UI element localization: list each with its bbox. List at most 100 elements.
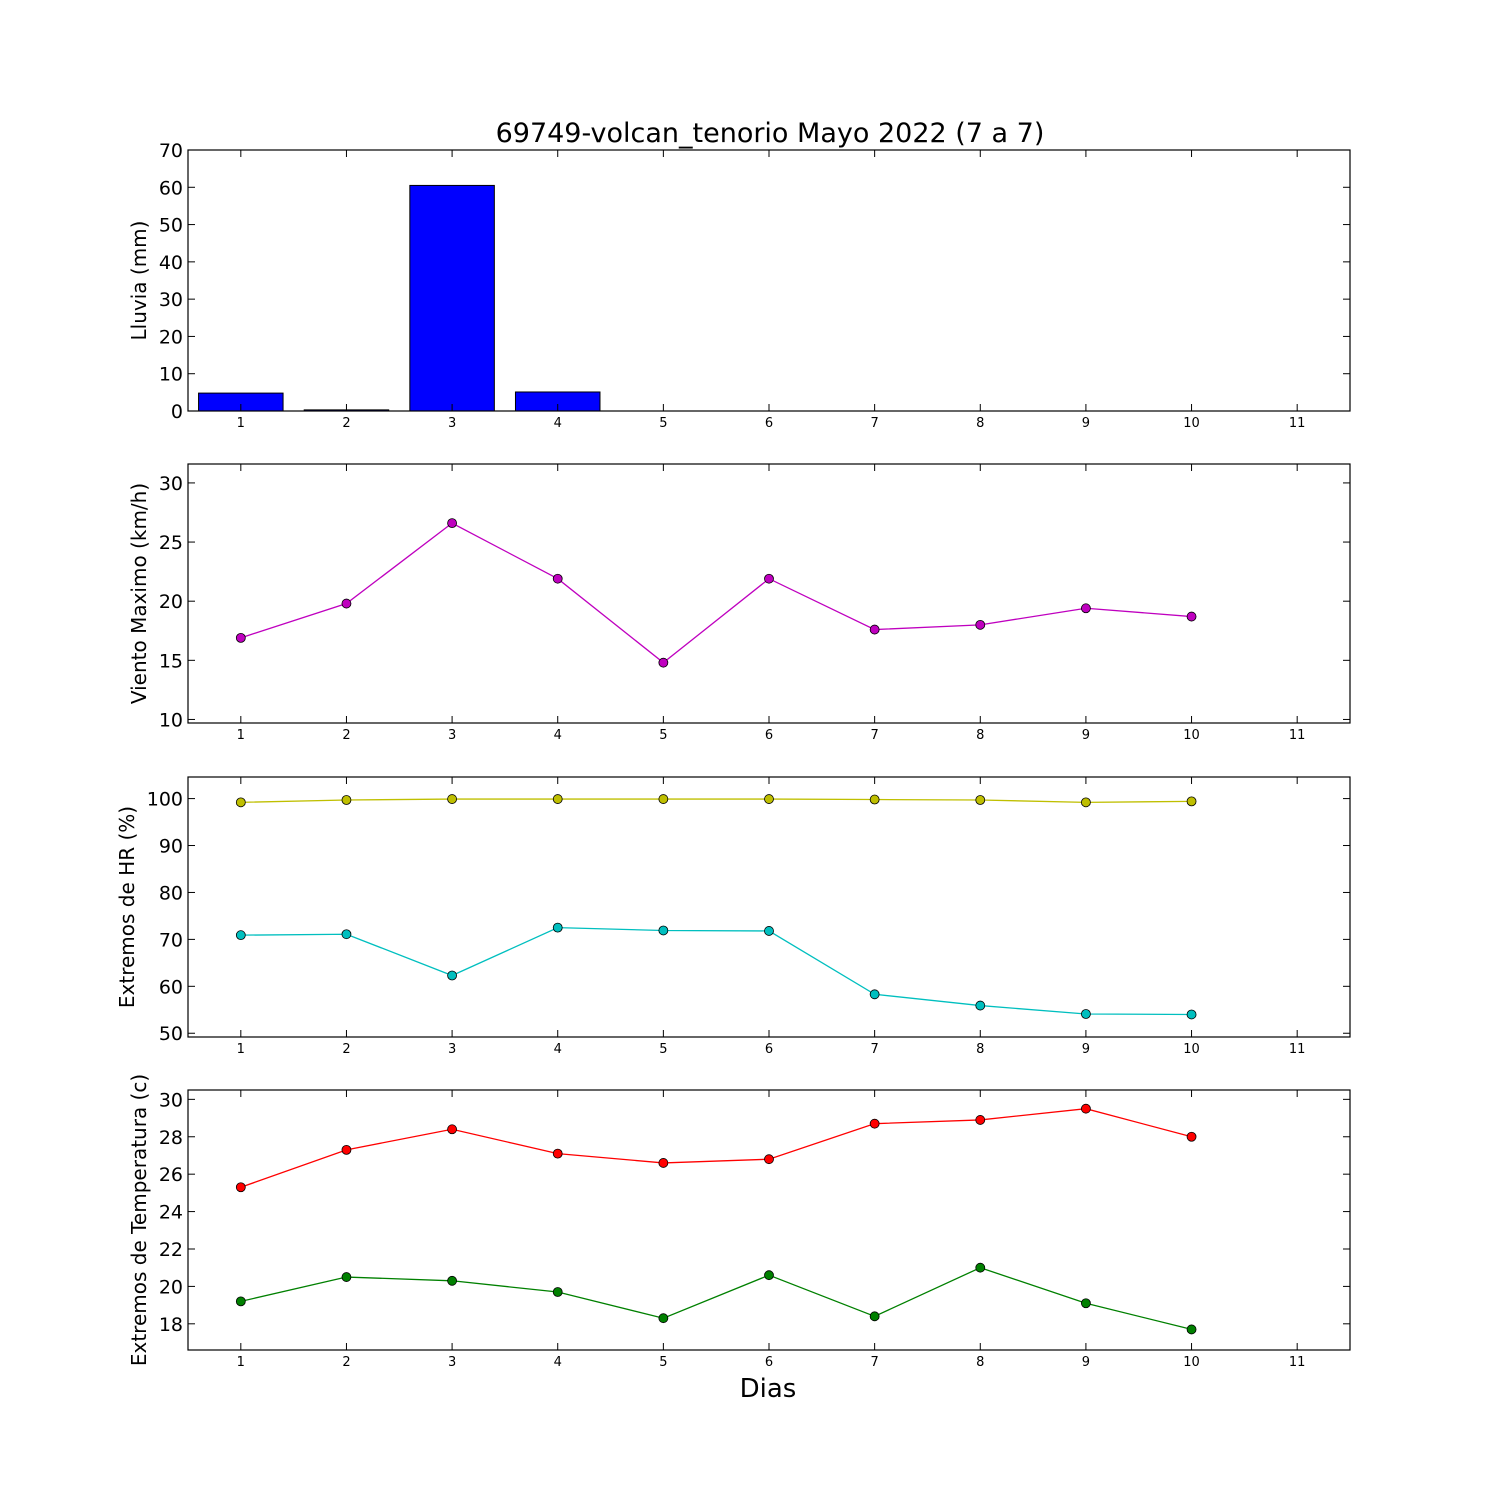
x-tick-label: 10 [1183,728,1200,743]
y-tick-label: 70 [159,929,183,951]
data-point-2-1 [235,1296,246,1307]
data-point-2-6 [764,1270,774,1281]
series-line-2 [240,1267,1192,1331]
y-tick-label: 20 [159,326,183,348]
data-point-1-8 [975,1115,986,1125]
y-tick-label: 0 [171,401,183,423]
y-tick-label: 90 [159,836,183,858]
data-point-1-9 [1081,797,1091,808]
x-tick-label: 9 [1082,1355,1090,1370]
y-tick-label: 20 [159,1276,183,1298]
y-axis-label: Extremos de Temperatura (c) [127,1074,151,1366]
data-point-1-10 [1186,796,1197,807]
y-tick-label: 20 [159,591,183,613]
x-tick-label: 4 [554,728,562,743]
y-tick-label: 30 [159,473,183,495]
data-point-2-8 [975,1262,986,1273]
x-tick-label: 5 [659,416,667,431]
x-tick-label: 3 [448,1042,456,1057]
y-tick-label: 50 [159,1023,183,1045]
series-line-1 [240,1108,1192,1188]
data-point-1-6 [764,1154,774,1165]
x-tick-label: 4 [554,1042,562,1057]
panel-4: 18 20 22 24 26 28 30 1 2 3 4 5 6 7 8 9 10 11 Extremos de T… [127,1074,1351,1370]
data-point-1-3 [447,1124,457,1135]
y-tick-label: 10 [159,364,183,386]
series-line-2 [240,926,1192,1016]
x-tick-label: 9 [1082,728,1090,743]
x-tick-label: 11 [1289,728,1306,743]
data-point-1-6 [764,794,774,804]
data-point-2-10 [1186,1009,1197,1020]
x-tick-label: 11 [1289,1042,1306,1057]
data-point-1-7 [869,794,880,805]
data-point-1-10 [1186,611,1197,622]
data-point-1-5 [658,1158,669,1168]
data-point-1-7 [869,624,880,635]
x-tick-label: 7 [870,1355,878,1370]
x-tick-label: 11 [1289,416,1306,431]
data-point-2-9 [1081,1009,1091,1019]
x-tick-label: 2 [342,1355,350,1370]
data-point-2-2 [341,929,352,940]
x-tick-label: 2 [342,1042,350,1057]
data-point-2-5 [658,1313,669,1324]
data-point-1-9 [1081,1103,1091,1114]
data-point-2-6 [764,926,774,936]
panel-3: 50 60 70 80 90 100 1 2 3 4 5 6 7 8 9 10 11 Extremos de HR… [115,776,1351,1057]
data-point-1-3 [447,518,457,529]
data-point-1-10 [1186,1131,1197,1142]
data-point-1-7 [869,1118,880,1129]
x-tick-label: 1 [237,416,245,431]
y-tick-label: 25 [159,532,183,554]
data-point-1-4 [552,573,563,584]
x-tick-label: 1 [237,1042,245,1057]
data-point-1-1 [235,1182,246,1193]
data-point-1-4 [552,1148,563,1159]
series-line-1 [240,522,1192,664]
x-tick-label: 7 [870,1042,878,1057]
x-tick-label: 5 [659,1042,667,1057]
y-tick-label: 30 [159,1089,183,1111]
data-point-1-6 [764,573,774,584]
y-tick-label: 30 [159,289,183,311]
data-point-2-3 [447,1275,457,1286]
x-tick-label: 8 [976,728,984,743]
x-axis-label: Dias [740,1374,797,1404]
data-point-1-4 [552,794,563,804]
x-tick-label: 2 [342,416,350,431]
x-tick-label: 8 [976,1042,984,1057]
y-tick-label: 22 [159,1239,183,1261]
data-point-1-5 [658,794,669,804]
data-point-1-3 [447,794,457,804]
series-line-1 [240,798,1192,803]
y-tick-label: 80 [159,882,183,904]
x-tick-label: 1 [237,728,245,743]
data-point-1-1 [235,632,246,643]
x-tick-label: 9 [1082,1042,1090,1057]
x-tick-label: 6 [765,1042,773,1057]
data-point-2-10 [1186,1324,1197,1335]
x-tick-label: 5 [659,728,667,743]
data-point-2-7 [869,1311,880,1322]
data-point-2-8 [975,1000,986,1011]
x-tick-label: 10 [1183,416,1200,431]
data-point-2-9 [1081,1298,1091,1309]
x-tick-label: 7 [870,728,878,743]
x-tick-label: 8 [976,1355,984,1370]
y-tick-label: 60 [159,177,183,199]
y-tick-label: 10 [159,709,183,731]
data-point-2-7 [869,989,880,1000]
y-tick-label: 50 [159,215,183,237]
y-axis-label: Viento Maximo (km/h) [127,483,151,704]
data-point-1-1 [235,797,246,808]
y-tick-label: 26 [159,1164,183,1186]
y-axis-label: Extremos de HR (%) [115,806,139,1008]
y-axis-label: Lluvia (mm) [127,221,151,341]
data-point-1-8 [975,795,986,805]
data-point-2-1 [235,930,246,941]
y-tick-label: 28 [159,1127,183,1149]
y-tick-label: 60 [159,976,183,998]
y-tick-label: 15 [159,650,183,672]
